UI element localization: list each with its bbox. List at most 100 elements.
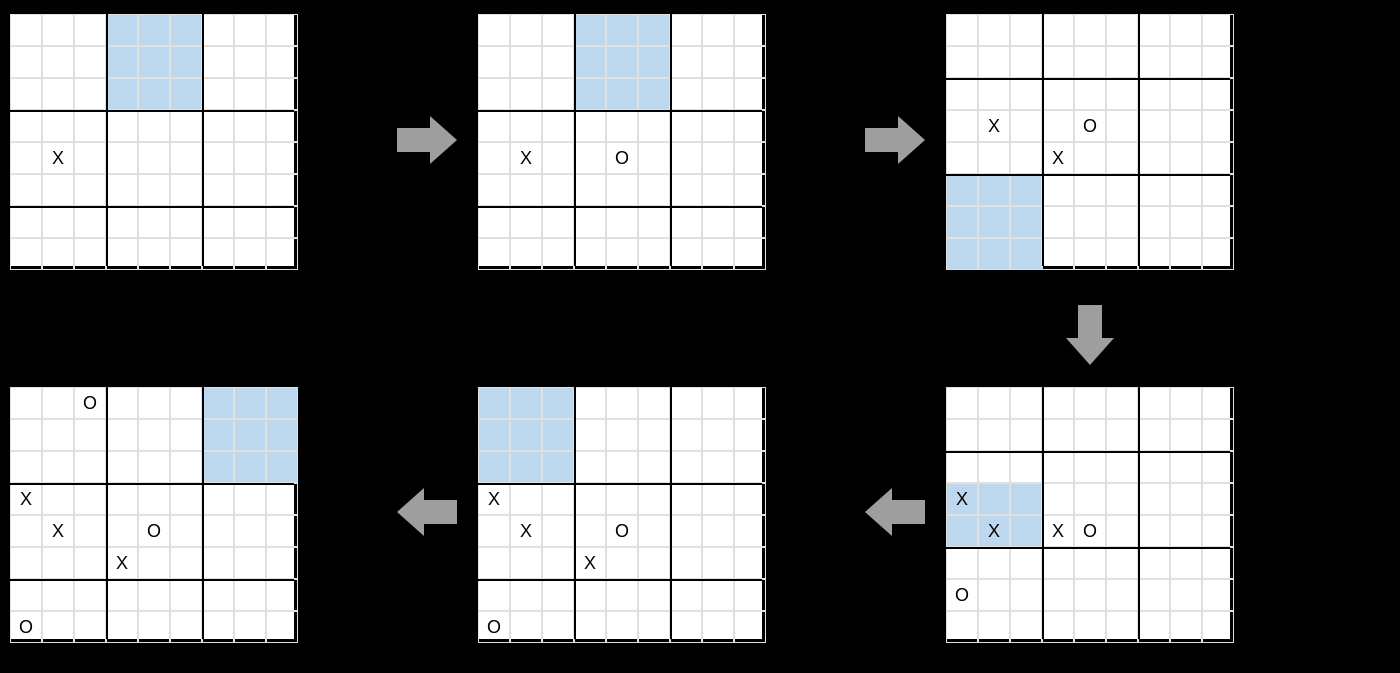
grid-cell — [202, 611, 234, 643]
grid-cell — [170, 419, 202, 451]
grid-cell — [1010, 14, 1042, 46]
flow-arrow-icon — [390, 110, 464, 170]
grid-cell — [266, 419, 298, 451]
mark-x: X — [1042, 515, 1074, 547]
grid-cell — [574, 174, 606, 206]
grid-cell — [702, 579, 734, 611]
mark-o: O — [478, 611, 510, 643]
grid-cell — [234, 387, 266, 419]
grid-cell — [1042, 78, 1074, 110]
grid-cell — [234, 174, 266, 206]
grid-cell — [106, 451, 138, 483]
mark-x: X — [42, 515, 74, 547]
grid-cell — [1106, 451, 1138, 483]
grid-cell — [734, 547, 766, 579]
grid-cell — [946, 206, 978, 238]
grid-cell — [606, 14, 638, 46]
grid-cell — [234, 14, 266, 46]
grid-cell — [478, 46, 510, 78]
thick-divider-horizontal — [478, 206, 762, 208]
grid-cell — [638, 206, 670, 238]
grid-cell — [734, 387, 766, 419]
grid-cell — [1138, 238, 1170, 270]
grid-cell — [1170, 78, 1202, 110]
grid-cell — [734, 110, 766, 142]
grid-cell — [266, 547, 298, 579]
grid-cell — [638, 142, 670, 174]
grid-cell — [74, 451, 106, 483]
grid-cell — [638, 238, 670, 270]
grid-cell — [702, 174, 734, 206]
grid-cell — [202, 451, 234, 483]
grid-cell — [138, 483, 170, 515]
mark-x: X — [1042, 142, 1074, 174]
grid-cell — [1010, 483, 1042, 515]
grid-cell — [510, 451, 542, 483]
grid-cell — [106, 611, 138, 643]
grid-cell — [266, 46, 298, 78]
game-board: XXOXO — [476, 385, 764, 641]
grid-cell — [606, 547, 638, 579]
grid-cell — [1170, 238, 1202, 270]
grid-cell — [670, 46, 702, 78]
grid-cell — [542, 142, 574, 174]
grid-cell — [606, 238, 638, 270]
grid-cell — [978, 611, 1010, 643]
grid-cell — [202, 142, 234, 174]
grid-cell — [1202, 579, 1234, 611]
grid-cell — [202, 110, 234, 142]
grid-cell — [74, 174, 106, 206]
grid-cell — [638, 579, 670, 611]
game-board: XXXOO — [944, 385, 1232, 641]
grid-cell — [106, 579, 138, 611]
grid-cell — [1010, 579, 1042, 611]
grid-cell — [1106, 387, 1138, 419]
grid-cell — [1170, 483, 1202, 515]
game-board: X — [8, 12, 296, 268]
grid-cell — [478, 515, 510, 547]
grid-cell — [606, 174, 638, 206]
grid-cell — [574, 142, 606, 174]
grid-cell — [478, 206, 510, 238]
thick-divider-horizontal — [478, 483, 762, 485]
grid-cell — [510, 611, 542, 643]
thick-divider-vertical — [106, 387, 108, 639]
grid-cell — [1042, 206, 1074, 238]
flow-arrow-icon — [1060, 298, 1120, 372]
grid-cell — [10, 46, 42, 78]
grid-cell — [946, 238, 978, 270]
mark-x: X — [510, 515, 542, 547]
grid-cell — [234, 46, 266, 78]
grid-cell — [574, 387, 606, 419]
grid-cell — [74, 14, 106, 46]
grid-cell — [478, 547, 510, 579]
grid-cell — [638, 451, 670, 483]
grid-cell — [1170, 579, 1202, 611]
grid-cell — [202, 387, 234, 419]
grid-cell — [170, 142, 202, 174]
flow-arrow-icon — [858, 482, 932, 542]
grid-cell — [138, 547, 170, 579]
grid-cell — [1010, 238, 1042, 270]
grid-cell — [42, 483, 74, 515]
grid-cell — [1138, 206, 1170, 238]
grid-cell — [510, 547, 542, 579]
grid-cell — [266, 515, 298, 547]
grid-cell — [1106, 419, 1138, 451]
grid-cell — [574, 238, 606, 270]
grid-cell — [106, 142, 138, 174]
grid-cell — [1202, 110, 1234, 142]
grid-cell — [10, 515, 42, 547]
grid-cell — [266, 451, 298, 483]
grid-cell — [542, 451, 574, 483]
grid-cell — [1138, 78, 1170, 110]
grid-cell — [638, 14, 670, 46]
grid-cell — [234, 483, 266, 515]
mark-o: O — [606, 515, 638, 547]
grid-cell — [606, 387, 638, 419]
grid-cell — [202, 483, 234, 515]
grid-cell — [1010, 515, 1042, 547]
grid-cell — [10, 579, 42, 611]
grid-cell — [1010, 174, 1042, 206]
grid-cell — [234, 142, 266, 174]
